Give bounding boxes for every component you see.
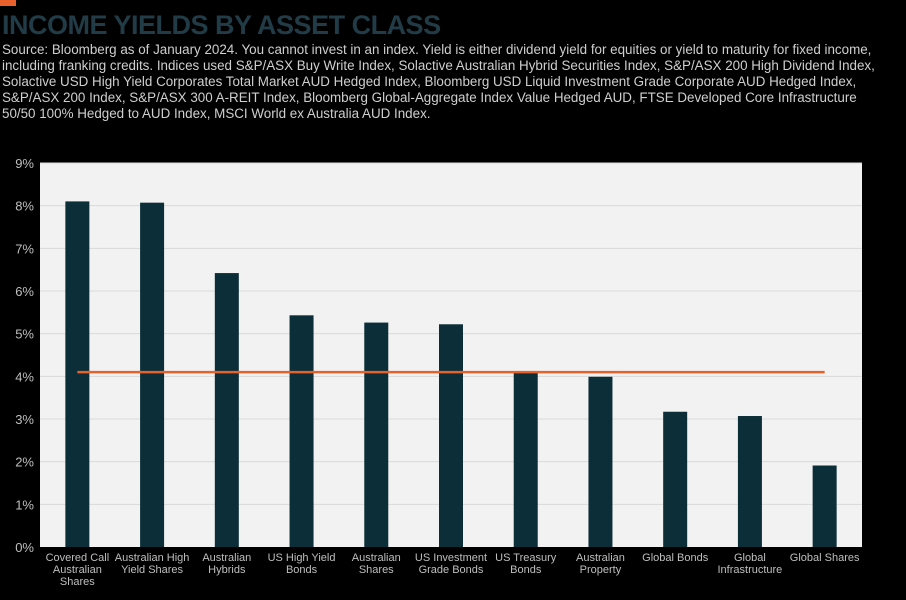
bar: [140, 202, 165, 547]
y-tick-label: 0%: [15, 540, 34, 555]
bar: [513, 372, 538, 547]
x-tick-label: Australian Hybrids: [202, 552, 251, 576]
x-tick-label: Global Bonds: [642, 552, 709, 564]
x-tick-label: US Investment Grade Bonds: [415, 552, 487, 576]
bar: [737, 416, 762, 547]
bar: [663, 411, 688, 547]
bar: [65, 201, 90, 547]
y-axis-ticks: 0% 1% 2% 3% 4% 5% 6% 7% 8% 9%: [15, 156, 34, 555]
bar: [439, 324, 463, 547]
x-tick-label: Covered Call Australian Shares: [46, 552, 110, 588]
accent-mark: [0, 0, 16, 6]
bars: [65, 201, 837, 547]
y-tick-label: 6%: [15, 284, 34, 299]
x-tick-label: US Treasury Bonds: [495, 552, 557, 576]
y-tick-label: 5%: [15, 327, 34, 342]
bar: [214, 273, 239, 547]
x-tick-label: Australian High Yield Shares: [115, 552, 190, 576]
x-tick-label: Global Infrastructure: [718, 552, 783, 576]
x-tick-label: Australian Shares: [352, 552, 401, 576]
x-tick-label: Global Shares: [790, 552, 860, 564]
bar: [364, 322, 389, 547]
y-tick-label: 1%: [15, 497, 34, 512]
y-tick-label: 9%: [15, 156, 34, 171]
y-tick-label: 7%: [15, 241, 34, 256]
y-tick-label: 2%: [15, 455, 34, 470]
y-tick-label: 3%: [15, 412, 34, 427]
bar: [588, 376, 613, 547]
source-note: Source: Bloomberg as of January 2024. Yo…: [2, 42, 875, 121]
x-tick-label: Australian Property: [576, 552, 625, 576]
bar: [289, 315, 314, 547]
chart-title: INCOME YIELDS BY ASSET CLASS: [2, 10, 441, 40]
y-tick-label: 8%: [15, 199, 34, 214]
bar: [812, 465, 837, 547]
y-tick-label: 4%: [15, 369, 34, 384]
x-tick-label: US High Yield Bonds: [268, 552, 336, 576]
